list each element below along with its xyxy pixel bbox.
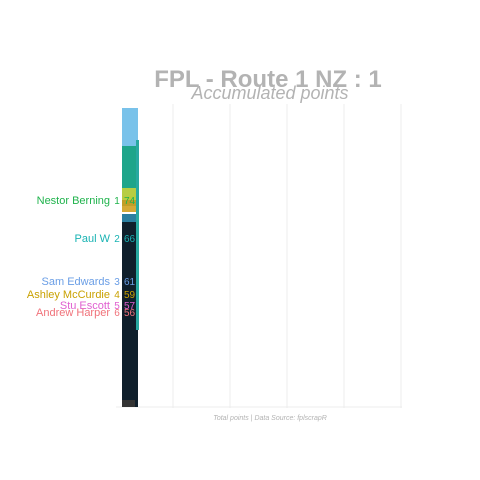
bar-highlight-2: [122, 200, 136, 212]
chart-caption: Total points | Data Source: fplscrapR: [213, 415, 327, 422]
bar-highlight-1: [122, 188, 136, 200]
bar-edge: [136, 140, 139, 330]
labels: Nestor Berning 1 74 Paul W 2 66 Sam Edwards 3 61…: [27, 195, 136, 319]
rank-label: 4: [114, 290, 120, 301]
bar-base: [122, 400, 135, 407]
value-label: 66: [124, 234, 136, 245]
name-label: Nestor Berning: [37, 195, 110, 207]
name-label: Ashley McCurdie: [27, 289, 110, 301]
grid-lines: [116, 104, 402, 408]
name-label: Andrew Harper: [36, 307, 110, 319]
bar-segment-1: [122, 108, 138, 148]
rank-label: 1: [114, 196, 120, 207]
value-label: 74: [124, 196, 136, 207]
name-label: Sam Edwards: [42, 276, 111, 288]
chart-subtitle: Accumulated points: [190, 83, 348, 103]
rank-label: 6: [114, 308, 120, 319]
name-label: Stu Escott: [60, 300, 110, 312]
bar-segment-5: [122, 222, 138, 407]
rank-label: 2: [114, 234, 120, 245]
bar-segment-4: [122, 214, 138, 224]
value-label: 57: [124, 301, 136, 312]
bar-segment-2: [122, 146, 138, 196]
rank-label: 5: [114, 301, 120, 312]
value-label: 59: [124, 290, 136, 301]
bars: [122, 108, 139, 407]
value-label: 56: [124, 308, 136, 319]
chart-title: FPL - Route 1 NZ : 1: [154, 66, 382, 93]
rank-label: 3: [114, 277, 120, 288]
name-label: Paul W: [75, 233, 111, 245]
value-label: 61: [124, 277, 136, 288]
